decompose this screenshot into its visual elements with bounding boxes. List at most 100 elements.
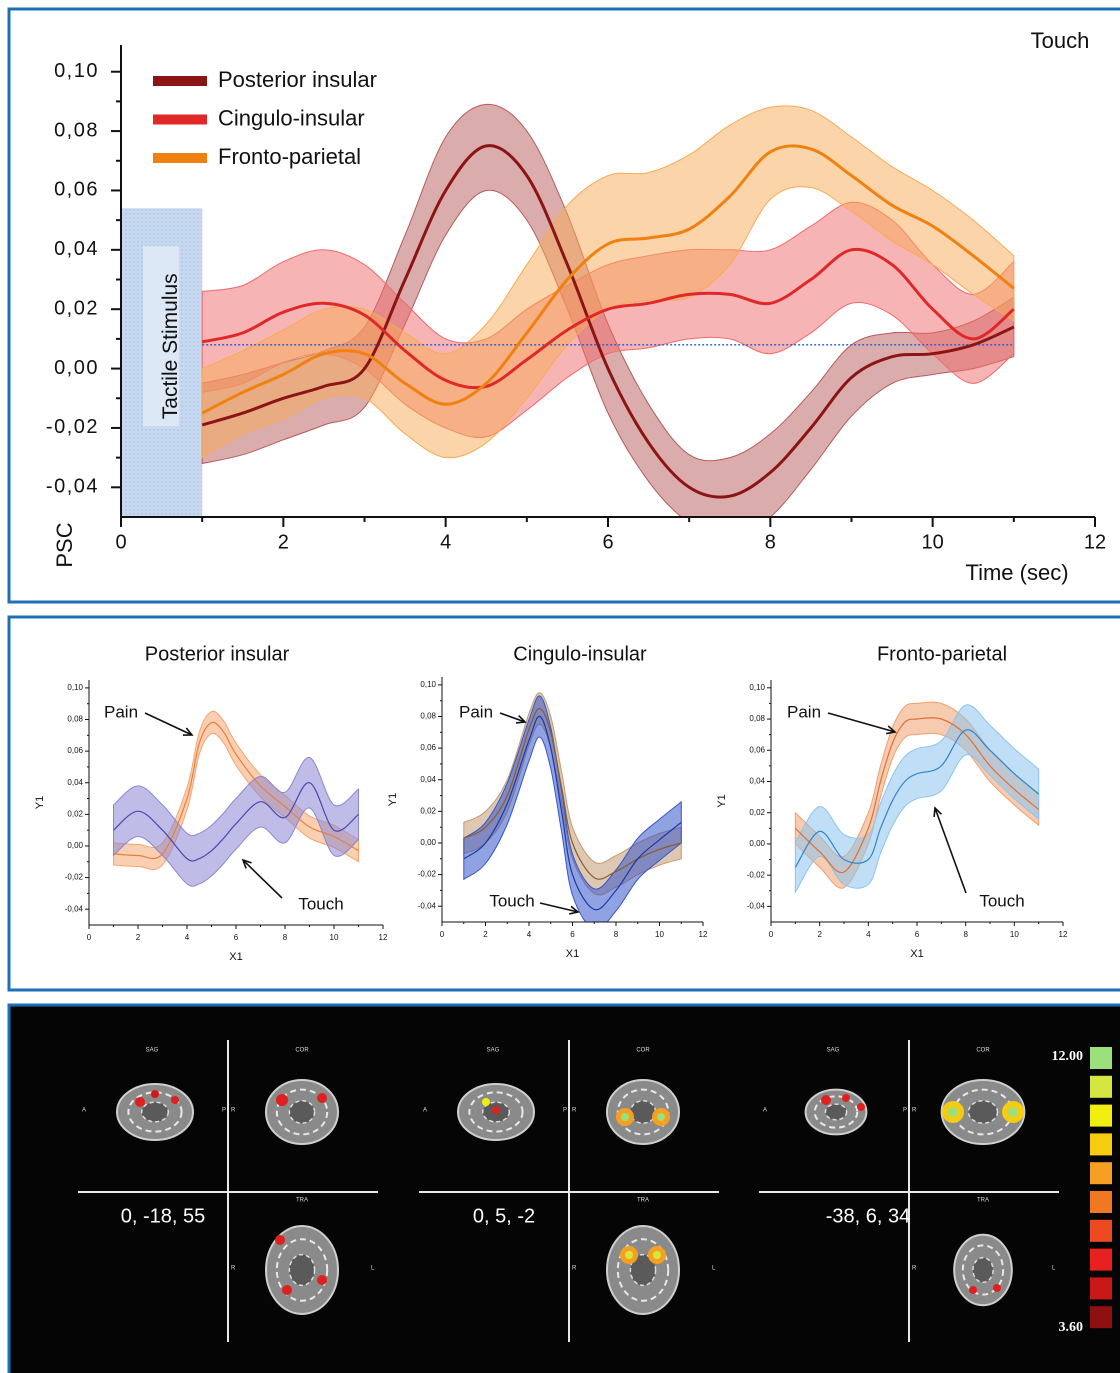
y-tick-label: 0,10 — [420, 680, 436, 689]
legend-label: Fronto-parietal — [218, 144, 361, 169]
activation-blob — [275, 1235, 285, 1245]
x-tick-label: 0 — [769, 930, 774, 939]
colorbar-max: 12.00 — [1052, 1049, 1084, 1064]
activation-blob — [317, 1093, 327, 1103]
y-tick-label: 0,02 — [420, 806, 436, 815]
activation-blob — [969, 1286, 977, 1294]
orientation-label: R — [912, 1108, 917, 1114]
y-axis-label: Y1 — [387, 793, 399, 806]
x-tick-label: 8 — [614, 930, 619, 939]
orientation-label: R — [912, 1266, 917, 1272]
view-label: COR — [976, 1048, 990, 1054]
colorbar-swatch — [1090, 1133, 1112, 1155]
x-tick-label: 6 — [915, 930, 920, 939]
activation-blob — [653, 1251, 661, 1259]
annotation: Touch — [298, 894, 343, 913]
brain-core — [973, 1258, 993, 1283]
brain-core — [630, 1101, 655, 1123]
chart-title: Touch — [1031, 28, 1090, 53]
x-tick-label: 12 — [1059, 930, 1068, 939]
orientation-label: R — [231, 1266, 236, 1272]
y-tick-label: -0,02 — [747, 870, 766, 879]
colorbar-swatch — [1090, 1191, 1112, 1213]
orientation-label: A — [423, 1108, 427, 1114]
y-tick-label: -0,04 — [46, 476, 99, 498]
y-tick-label: 0,10 — [749, 683, 765, 692]
x-axis-label: X1 — [910, 948, 923, 960]
y-tick-label: 0,10 — [54, 60, 99, 82]
y-tick-label: -0,04 — [747, 901, 766, 910]
annotation: Pain — [787, 702, 821, 721]
x-axis-label: X1 — [566, 948, 579, 960]
x-tick-label: 2 — [136, 933, 141, 942]
activation-blob — [948, 1107, 958, 1117]
view-label: SAG — [487, 1048, 500, 1054]
colorbar-swatch — [1090, 1277, 1112, 1299]
orientation-label: A — [763, 1108, 767, 1114]
coordinates: 0, -18, 55 — [121, 1205, 206, 1227]
orientation-label: P — [563, 1108, 567, 1114]
coordinates: -38, 6, 34 — [826, 1205, 911, 1227]
x-tick-label: 4 — [440, 531, 451, 553]
legend-label: Cingulo-insular — [218, 105, 365, 130]
view-label: TRA — [637, 1198, 649, 1204]
y-axis-label: Y1 — [716, 794, 728, 807]
y-tick-label: 0,08 — [420, 712, 436, 721]
activation-blob — [171, 1096, 179, 1104]
y-axis-label: PSC — [52, 522, 77, 567]
brain-core — [142, 1102, 169, 1122]
activation-blob — [151, 1090, 159, 1098]
colorbar-swatch — [1090, 1249, 1112, 1271]
x-axis-label: X1 — [229, 951, 242, 963]
chart-title: Fronto-parietal — [877, 643, 1007, 665]
x-tick-label: 4 — [527, 930, 532, 939]
view-label: SAG — [146, 1048, 159, 1054]
chart-title: Posterior insular — [145, 643, 290, 665]
colorbar-min: 3.60 — [1059, 1320, 1084, 1335]
colorbar-swatch — [1090, 1047, 1112, 1069]
orientation-label: R — [572, 1266, 577, 1272]
x-tick-label: 2 — [817, 930, 822, 939]
y-tick-label: 0,06 — [54, 179, 99, 201]
y-tick-label: 0,04 — [54, 238, 99, 260]
annotation: Touch — [489, 891, 534, 910]
x-tick-label: 8 — [963, 930, 968, 939]
x-tick-label: 12 — [699, 930, 708, 939]
orientation-label: A — [82, 1108, 86, 1114]
x-tick-label: 6 — [602, 531, 613, 553]
activation-blob — [621, 1113, 629, 1121]
view-label: COR — [636, 1048, 650, 1054]
activation-blob — [482, 1098, 490, 1106]
y-tick-label: 0,08 — [54, 119, 99, 141]
legend-swatch — [153, 153, 207, 163]
x-tick-label: 10 — [330, 933, 339, 942]
x-tick-label: 2 — [483, 930, 488, 939]
y-tick-label: 0,06 — [749, 745, 765, 754]
y-tick-label: 0,00 — [54, 357, 99, 379]
x-tick-label: 10 — [1010, 930, 1019, 939]
x-tick-label: 10 — [922, 531, 944, 553]
activation-blob — [135, 1097, 145, 1107]
orientation-label: R — [231, 1108, 236, 1114]
brain-core — [969, 1101, 998, 1123]
activation-blob — [276, 1094, 288, 1106]
legend-swatch — [153, 115, 207, 125]
brain-core — [825, 1104, 846, 1120]
y-tick-label: 0,02 — [749, 808, 765, 817]
x-tick-label: 12 — [379, 933, 388, 942]
y-tick-label: 0,02 — [67, 809, 83, 818]
y-tick-label: -0,02 — [46, 416, 99, 438]
x-tick-label: 8 — [283, 933, 288, 942]
x-tick-label: 10 — [655, 930, 664, 939]
orientation-label: P — [903, 1108, 907, 1114]
colorbar-swatch — [1090, 1220, 1112, 1242]
x-tick-label: 0 — [115, 531, 126, 553]
brain-core — [289, 1255, 314, 1286]
y-tick-label: -0,02 — [65, 873, 84, 882]
activation-blob — [657, 1113, 665, 1121]
stimulus-label: Tactile Stimulus — [159, 273, 182, 419]
y-tick-label: 0,02 — [54, 297, 99, 319]
x-tick-label: 6 — [570, 930, 575, 939]
orientation-label: R — [572, 1108, 577, 1114]
legend-swatch — [153, 76, 207, 86]
